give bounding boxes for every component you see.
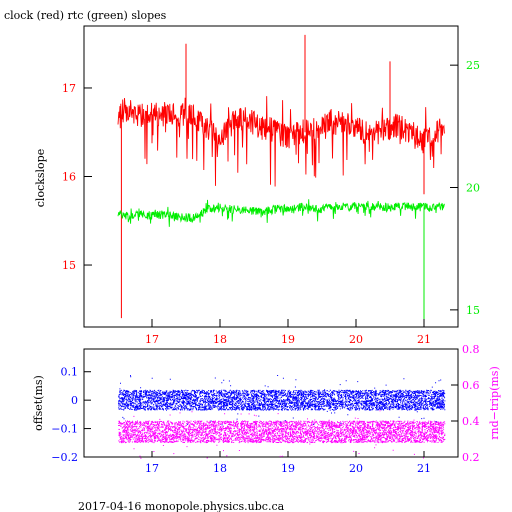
slopes-y2-tick-label: 25	[466, 59, 480, 72]
slopes-x-tick-label: 18	[213, 333, 227, 346]
offset-y-ticks: −0.2 −0.1 0 0.1	[51, 366, 91, 464]
slopes-y-axis-label: clockslope	[34, 149, 47, 207]
offset-x-tick-label: 18	[213, 462, 227, 475]
slopes-y-tick-label: 17	[62, 82, 76, 95]
rndtrip-y2-tick-label: 0.4	[462, 415, 480, 428]
offset-plot-frame	[83, 348, 459, 458]
rndtrip-y2-axis-label: rnd−trip(ms)	[488, 366, 501, 440]
offset-y-axis-label: offset(ms)	[32, 375, 45, 431]
rndtrip-y2-tick-label: 0.6	[462, 379, 480, 392]
rndtrip-y2-ticks: 0.2 0.4 0.6 0.8	[451, 343, 480, 464]
offset-y-tick-label: 0.1	[61, 366, 79, 379]
offset-x-tick-label: 21	[417, 462, 431, 475]
offset-x-tick-label: 17	[145, 462, 159, 475]
rndtrip-y2-tick-label: 0.8	[462, 343, 480, 356]
rtc-slope-line	[117, 199, 445, 227]
offset-points	[118, 375, 446, 426]
slopes-y2-ticks: 15 20 25	[450, 59, 480, 317]
offset-x-ticks: 17 18 19 20 21	[145, 451, 431, 475]
slopes-y2-tick-label: 15	[466, 304, 480, 317]
chart-title: clock (red) rtc (green) slopes	[4, 9, 167, 22]
offset-y-tick-label: −0.2	[51, 451, 78, 464]
slopes-panel: 17 18 19 20 21 15 16 17 15 20 25 clockslope	[34, 25, 480, 346]
offset-panel: 17 18 19 20 21 −0.2 −0.1 0 0.1 0.2 0.4 0.6 0.8 off…	[32, 343, 501, 475]
offset-y-tick-label: 0	[71, 394, 78, 407]
slopes-x-tick-label: 19	[281, 333, 295, 346]
offset-series	[118, 375, 446, 459]
slopes-x-tick-label: 17	[145, 333, 159, 346]
slopes-x-tick-label: 20	[349, 333, 363, 346]
rndtrip-points	[118, 404, 446, 459]
footer-text: 2017-04-16 monopole.physics.ubc.ca	[78, 500, 285, 512]
slopes-y-ticks: 15 16 17	[62, 82, 92, 272]
slopes-series	[117, 34, 445, 327]
slopes-x-tick-label: 21	[417, 333, 431, 346]
offset-x-tick-label: 19	[281, 462, 295, 475]
offset-x-tick-label: 20	[349, 462, 363, 475]
slopes-y2-tick-label: 20	[466, 182, 480, 195]
offset-y-tick-label: −0.1	[51, 423, 78, 436]
clock-slope-line	[117, 96, 445, 187]
rndtrip-y2-tick-label: 0.2	[462, 451, 480, 464]
slopes-y-tick-label: 16	[62, 171, 76, 184]
slopes-y-tick-label: 15	[62, 259, 76, 272]
slopes-x-ticks: 17 18 19 20 21	[145, 319, 431, 346]
